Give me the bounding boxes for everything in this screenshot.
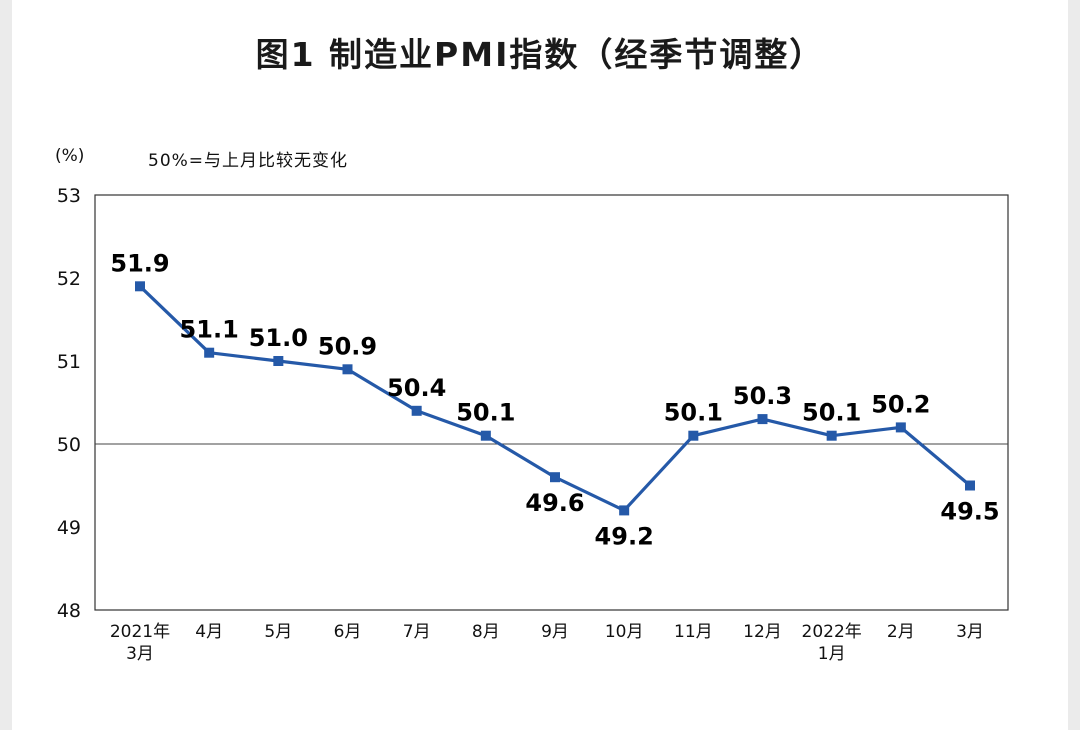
x-tick-label: 2月 <box>887 622 915 642</box>
data-point-label: 49.2 <box>595 522 654 550</box>
reference-note: 50%=与上月比较无变化 <box>148 151 349 171</box>
data-point-label: 51.0 <box>249 324 308 352</box>
x-tick-label: 10月 <box>605 622 644 642</box>
data-point-marker <box>411 405 422 416</box>
data-point-marker <box>619 505 630 516</box>
x-tick-label: 12月 <box>743 622 782 642</box>
x-tick-label: 7月 <box>403 622 431 642</box>
data-point-label: 49.5 <box>940 498 999 526</box>
y-tick-label: 49 <box>57 517 81 539</box>
data-point-marker <box>895 422 906 433</box>
x-tick-label: 2021年 3月 <box>110 622 170 664</box>
x-tick-label: 3月 <box>956 622 984 642</box>
data-point-marker <box>826 430 837 441</box>
y-tick-label: 52 <box>57 268 81 290</box>
plot-border <box>94 194 1009 611</box>
data-point-marker <box>204 347 215 358</box>
data-point-label: 51.9 <box>110 249 169 277</box>
data-point-label: 50.1 <box>664 399 723 427</box>
data-point-label: 49.6 <box>525 489 584 517</box>
data-point-label: 50.2 <box>871 390 930 418</box>
data-point-marker <box>342 364 353 375</box>
data-point-label: 50.1 <box>802 399 861 427</box>
data-point-marker <box>273 356 284 366</box>
data-point-label: 50.4 <box>387 374 446 402</box>
data-point-label: 50.1 <box>456 399 515 427</box>
data-point-label: 51.1 <box>180 316 239 344</box>
y-tick-label: 51 <box>57 351 81 373</box>
chart-title: 图1 制造业PMI指数（经季节调整） <box>255 35 825 74</box>
data-point-marker <box>135 281 145 292</box>
x-tick-label: 5月 <box>264 622 292 642</box>
y-tick-label: 50 <box>57 434 81 456</box>
y-tick-label: 48 <box>57 600 81 622</box>
data-point-label: 50.3 <box>733 382 792 410</box>
data-point-marker <box>688 430 699 441</box>
data-point-marker <box>757 414 768 425</box>
data-point-marker <box>480 430 491 441</box>
x-tick-label: 2022年 1月 <box>802 622 862 664</box>
x-tick-label: 4月 <box>195 622 223 642</box>
x-tick-label: 6月 <box>334 622 362 642</box>
pmi-line-chart: 53 52 51 50 49 48 2021年 3月 4月 5月 6月 7月 8月 9月 10月 11月 12月… <box>57 185 1009 664</box>
y-tick-label: 53 <box>57 185 81 207</box>
x-tick-label: 9月 <box>541 622 569 642</box>
y-axis-unit-label: (%) <box>55 146 85 166</box>
data-point-marker <box>965 480 975 491</box>
x-tick-label: 11月 <box>674 622 713 642</box>
left-page-gutter <box>0 0 12 730</box>
data-point-label: 50.9 <box>318 332 377 360</box>
data-point-marker <box>550 472 560 483</box>
right-page-gutter <box>1068 0 1080 730</box>
x-tick-label: 8月 <box>472 622 500 642</box>
